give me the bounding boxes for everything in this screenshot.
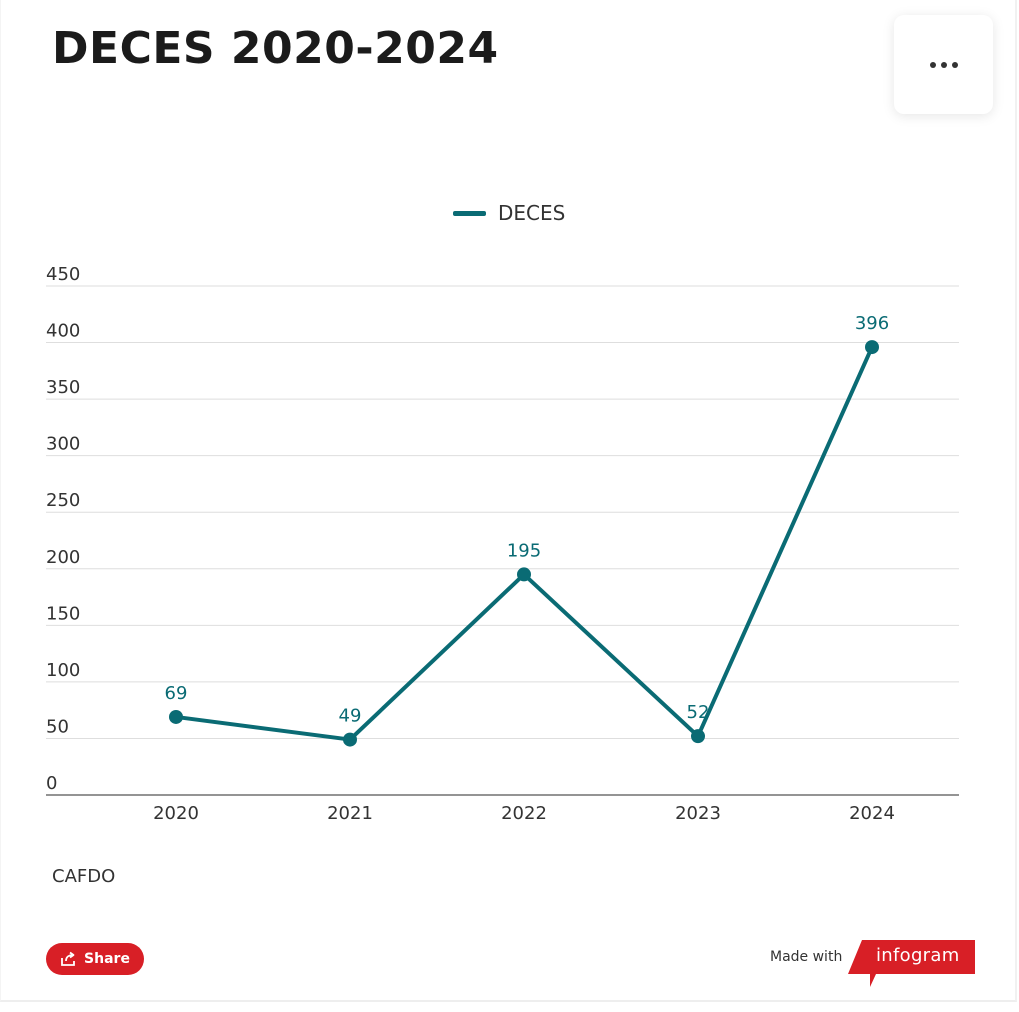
x-tick-label: 2021: [327, 803, 373, 824]
data-label: 396: [855, 313, 889, 334]
y-tick-label: 50: [46, 716, 69, 737]
data-point: [691, 729, 705, 744]
data-point: [169, 709, 183, 724]
share-button[interactable]: Share: [46, 943, 144, 975]
more-horizontal-icon: [929, 61, 958, 68]
made-with-text: Made with: [770, 949, 843, 965]
share-icon: [61, 951, 75, 966]
y-tick-label: 200: [46, 547, 80, 568]
chart-title: DECES 2020-2024: [52, 23, 499, 74]
x-tick-label: 2022: [501, 803, 547, 824]
y-tick-label: 150: [46, 603, 80, 624]
data-point: [865, 340, 879, 355]
y-tick-label: 250: [46, 490, 80, 511]
x-tick-label: 2023: [675, 803, 721, 824]
infogram-logo-text: infogram: [876, 945, 960, 966]
x-tick-label: 2020: [153, 803, 199, 824]
y-tick-label: 350: [46, 377, 80, 398]
data-point: [343, 732, 357, 747]
data-label: 195: [507, 540, 541, 561]
chart-legend: DECES: [453, 201, 565, 225]
line-chart: 0 50 100 150 200 250 300 350 400 450 2020 2021 2022 2…: [46, 264, 959, 824]
legend-swatch: [453, 210, 486, 216]
more-options-button[interactable]: [894, 15, 993, 114]
x-tick-label: 2024: [849, 803, 895, 824]
share-label: Share: [84, 951, 130, 967]
infogram-logo-link[interactable]: infogram: [848, 940, 976, 988]
infogram-logo-badge: [848, 940, 975, 987]
data-point: [517, 567, 531, 582]
y-tick-label: 0: [46, 773, 57, 794]
y-tick-label: 100: [46, 660, 80, 681]
legend-label: DECES: [498, 201, 566, 225]
source-note: CAFDO: [52, 866, 116, 887]
data-label: 49: [339, 706, 362, 727]
y-tick-label: 400: [46, 321, 80, 342]
y-tick-label: 300: [46, 434, 80, 455]
data-label: 69: [165, 683, 188, 704]
data-label: 52: [687, 702, 710, 723]
y-tick-label: 450: [46, 264, 80, 285]
